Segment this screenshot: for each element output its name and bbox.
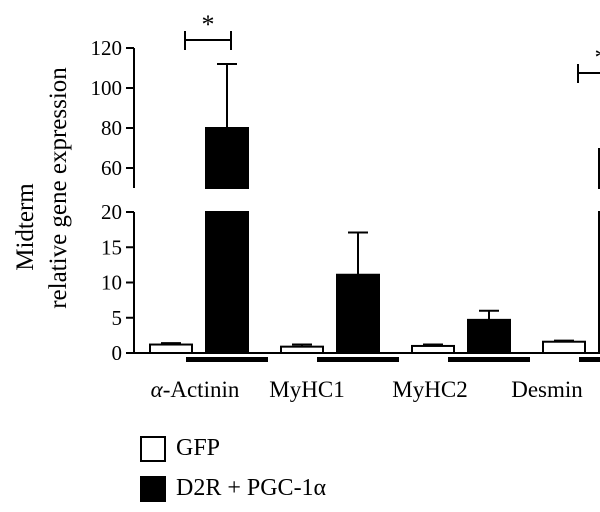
bar-gfp [412, 346, 454, 353]
x-category-labels: α-Actinin MyHC1 MyHC2 Desmin [151, 377, 584, 402]
group-underline [317, 357, 399, 362]
y-tick-label: 5 [112, 306, 123, 330]
x-category-label: Desmin [511, 377, 583, 402]
legend-label-d2r-pgc: D2R + PGC-1α [176, 475, 326, 502]
group-underline [448, 357, 530, 362]
y-tick-label: 0 [112, 341, 123, 365]
bar-gfp [150, 345, 192, 353]
legend-item-d2r-pgc: D2R + PGC-1α [140, 472, 326, 505]
y-tick-label: 20 [101, 200, 122, 224]
significance-star: * [595, 43, 600, 72]
y-ticks: 0 5 10 15 20 60 80 100 120 [91, 36, 135, 365]
bars [150, 64, 600, 362]
significance-star: * [202, 10, 215, 39]
legend-item-gfp: GFP [140, 432, 326, 465]
y-tick-label: 100 [91, 76, 123, 100]
bar-d2r-pgc-1- [468, 320, 510, 353]
y-axis-title: Midterm relative gene expression [12, 67, 72, 309]
bar-chart: Midterm relative gene expression 0 5 10 15 2… [0, 0, 600, 430]
group-underline [186, 357, 268, 362]
y-axis-title-line-1: Midterm [12, 183, 39, 271]
legend-swatch-d2r-pgc [140, 476, 166, 502]
y-tick-label: 60 [101, 156, 122, 180]
bar-gfp [543, 342, 585, 353]
y-tick-label: 10 [101, 271, 122, 295]
y-tick-label: 80 [101, 116, 122, 140]
bar-d2r-pgc-1--lower [206, 212, 248, 353]
legend-label-gfp: GFP [176, 435, 220, 462]
significance-markers: ** [185, 10, 600, 83]
y-tick-label: 120 [91, 36, 123, 60]
x-category-label: α-Actinin [151, 377, 240, 402]
bar-d2r-pgc-1- [337, 275, 379, 353]
legend: GFP D2R + PGC-1α [140, 432, 326, 512]
bar-gfp [281, 347, 323, 353]
x-category-label: MyHC2 [392, 377, 467, 402]
y-tick-label: 15 [101, 235, 122, 259]
bar-d2r-pgc-1--upper [206, 128, 248, 188]
legend-swatch-gfp [140, 436, 166, 462]
x-category-label: MyHC1 [269, 377, 344, 402]
group-underline [579, 357, 600, 362]
y-axis-title-line-2: relative gene expression [45, 67, 72, 309]
